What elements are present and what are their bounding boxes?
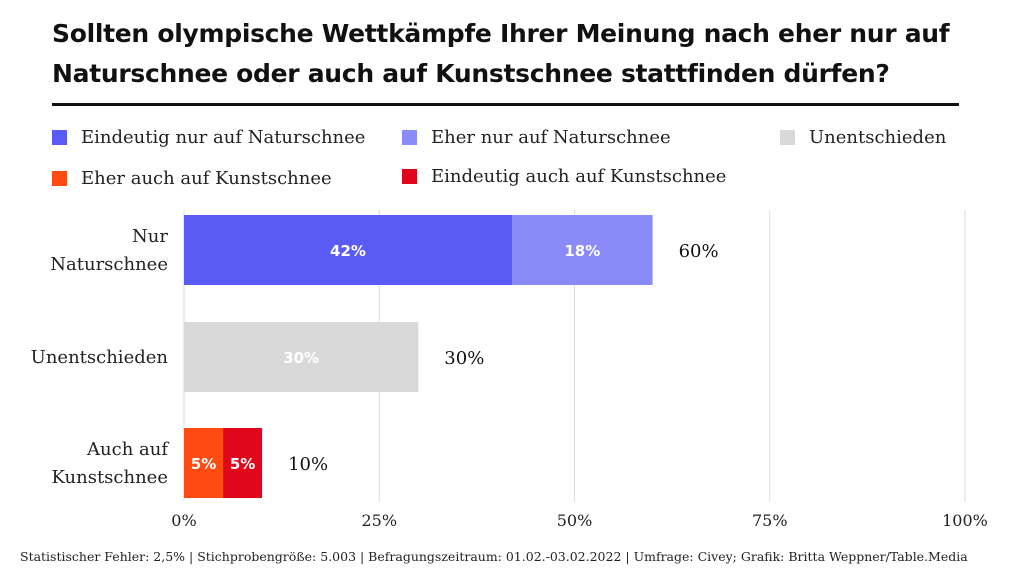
x-tick-label: 0% bbox=[171, 511, 196, 530]
x-tick-label: 100% bbox=[942, 511, 988, 530]
legend-item-eher-kunst: Eher auch auf Kunstschnee bbox=[52, 166, 332, 190]
bar-segment bbox=[223, 428, 263, 498]
bar-value-label: 18% bbox=[564, 242, 600, 260]
legend-swatch bbox=[52, 129, 67, 145]
chart-title: Sollten olympische Wettkämpfe Ihrer Mein… bbox=[52, 19, 950, 88]
legend-label: Unentschieden bbox=[809, 126, 947, 148]
legend-item-eindeutig-kunst: Eindeutig auch auf Kunstschnee bbox=[402, 164, 726, 188]
legend-swatch bbox=[780, 129, 795, 145]
title-divider bbox=[52, 103, 959, 106]
bar-total-label: 60% bbox=[679, 241, 719, 262]
category-label: Naturschnee bbox=[50, 254, 168, 275]
bar-value-label: 42% bbox=[330, 242, 366, 260]
bar-segment bbox=[184, 428, 224, 498]
bar-segment bbox=[184, 322, 419, 392]
legend-swatch bbox=[402, 129, 417, 145]
legend-label: Eindeutig auch auf Kunstschnee bbox=[431, 165, 727, 187]
legend-item-eindeutig-natur: Eindeutig nur auf Naturschnee bbox=[52, 125, 365, 149]
bar-segment bbox=[184, 215, 513, 285]
bar-segment bbox=[512, 215, 653, 285]
bar-total-label: 10% bbox=[288, 454, 328, 475]
category-label: Kunstschnee bbox=[51, 467, 168, 488]
legend-label: Eindeutig nur auf Naturschnee bbox=[81, 126, 366, 148]
x-tick-label: 25% bbox=[361, 511, 397, 530]
category-label: Unentschieden bbox=[31, 347, 169, 368]
legend-item-eher-natur: Eher nur auf Naturschnee bbox=[402, 125, 671, 149]
bar-value-label: 30% bbox=[283, 349, 319, 367]
legend-item-unentschieden: Unentschieden bbox=[780, 125, 946, 149]
legend-label: Eher auch auf Kunstschnee bbox=[81, 167, 332, 189]
bar-value-label: 5% bbox=[230, 455, 255, 473]
legend-swatch bbox=[52, 170, 67, 186]
x-tick-label: 50% bbox=[557, 511, 593, 530]
category-label: Nur bbox=[132, 226, 168, 247]
x-tick-label: 75% bbox=[752, 511, 788, 530]
legend-label: Eher nur auf Naturschnee bbox=[431, 126, 671, 148]
chart-footer: Statistischer Fehler: 2,5% | Stichproben… bbox=[20, 549, 968, 564]
category-label: Auch auf bbox=[86, 439, 169, 460]
legend-swatch bbox=[402, 168, 417, 184]
bar-total-label: 30% bbox=[444, 348, 484, 369]
bar-value-label: 5% bbox=[191, 455, 216, 473]
